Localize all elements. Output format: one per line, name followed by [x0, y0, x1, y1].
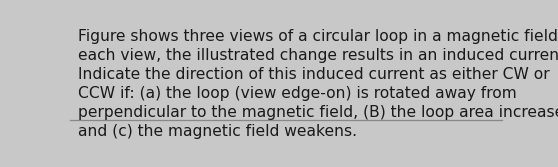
Text: Indicate the direction of this induced current as either CW or: Indicate the direction of this induced c…	[78, 67, 549, 82]
Text: Figure shows three views of a circular loop in a magnetic field. In: Figure shows three views of a circular l…	[78, 29, 558, 44]
Text: and (c) the magnetic field weakens.: and (c) the magnetic field weakens.	[78, 124, 357, 139]
Text: perpendicular to the magnetic field, (B) the loop area increases,: perpendicular to the magnetic field, (B)…	[78, 105, 558, 120]
Text: each view, the illustrated change results in an induced current.: each view, the illustrated change result…	[78, 48, 558, 63]
Text: CCW if: (a) the loop (view edge-on) is rotated away from: CCW if: (a) the loop (view edge-on) is r…	[78, 86, 516, 101]
